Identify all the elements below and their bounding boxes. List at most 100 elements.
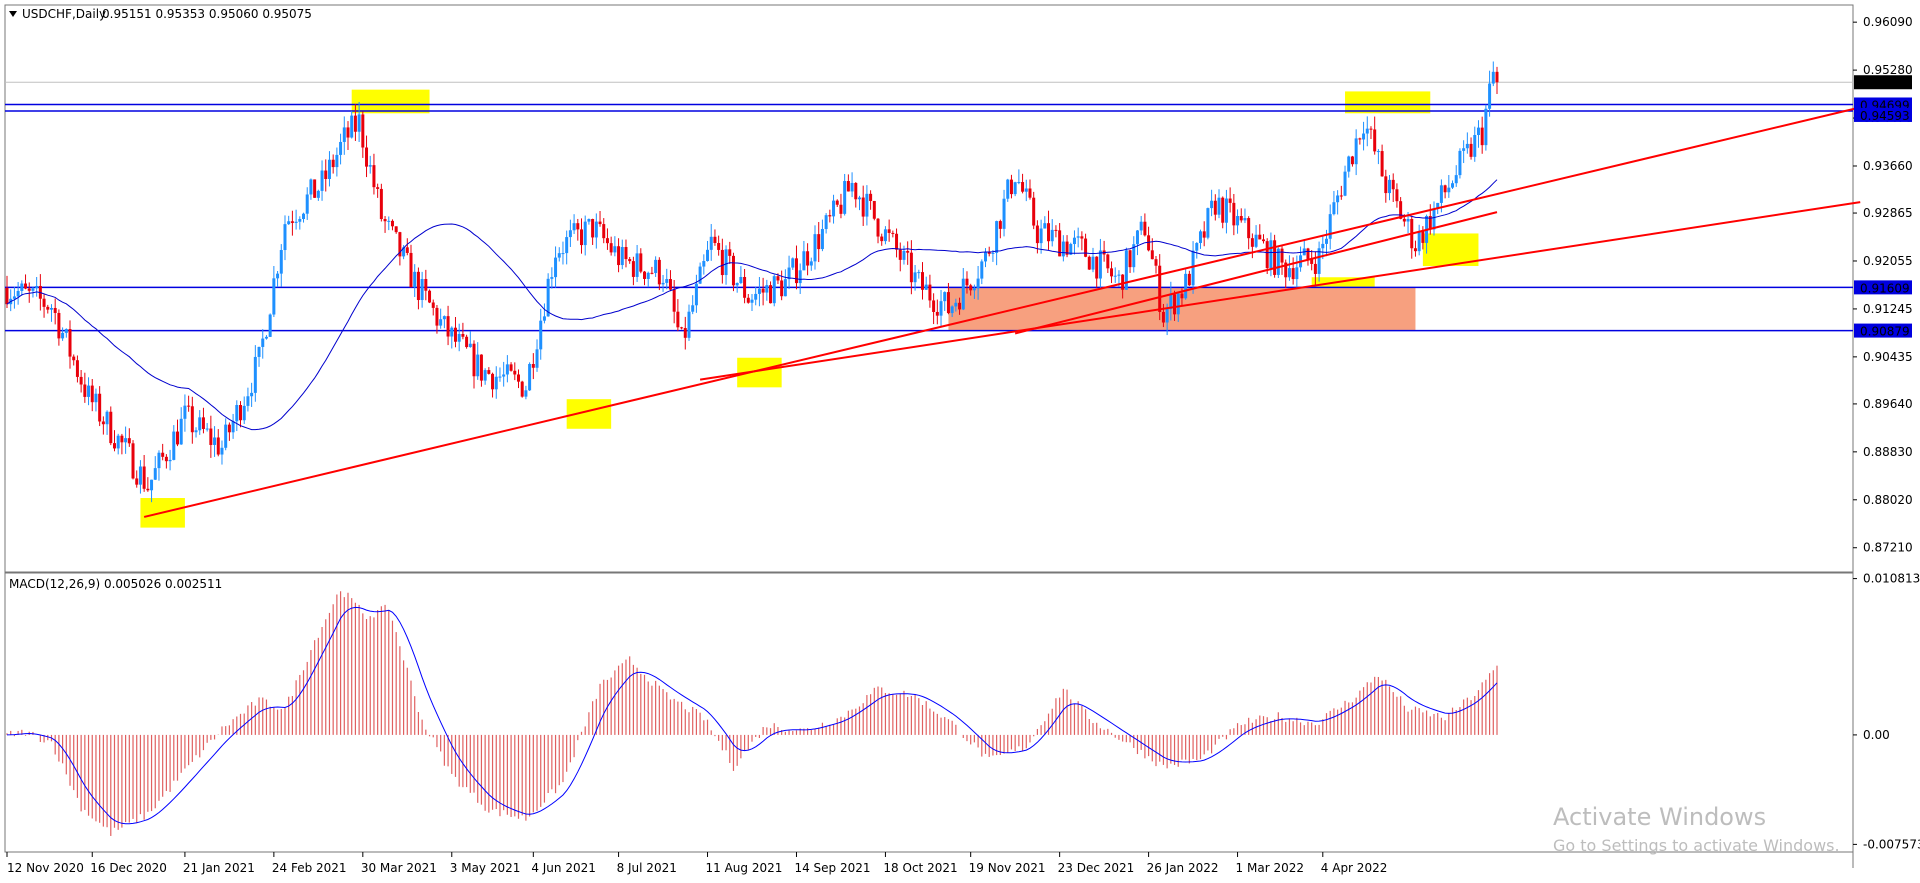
candle-body [591,219,595,238]
candle-body [1406,218,1410,222]
candle-body [272,278,276,315]
candle-body [1032,197,1036,226]
candle-body [550,277,554,279]
candle-body [565,237,569,254]
triangle-down-icon[interactable] [9,11,17,17]
candle-body [613,246,617,253]
candle-body [1417,231,1421,252]
candle-body [1080,236,1084,239]
candle-body [843,181,847,214]
symbol-label: USDCHF,Daily [22,7,106,21]
time-tick-label: 24 Feb 2021 [272,861,347,875]
time-tick-label: 23 Dec 2021 [1058,861,1135,875]
candle-body [64,329,68,333]
candle-body [446,316,450,337]
candle-body [1009,179,1013,195]
candle-body [1380,151,1384,177]
candle-body [672,289,676,312]
candle-body [476,354,480,377]
candle-body [972,288,976,291]
candle-body [1147,235,1151,251]
candle-body [1284,262,1288,278]
candle-body [998,221,1002,229]
candle-body [1021,182,1025,192]
trendline[interactable] [1014,211,1498,335]
candle-body [1113,275,1117,277]
candle-body [49,307,53,310]
candle-body [835,200,839,205]
moving-average-line [6,179,1498,431]
candle-body [928,284,932,301]
candle-body [1402,218,1406,222]
candle-body [1384,176,1388,194]
candle-body [1413,248,1417,252]
candle-body [413,271,417,288]
candle-body [1087,256,1091,270]
candle-body [346,127,350,138]
candle-body [872,200,876,219]
candle-body [1451,183,1455,188]
time-tick-label: 3 May 2021 [450,861,521,875]
candle-body [1150,250,1154,260]
candle-body [175,431,179,445]
candle-body [239,405,243,421]
candle-body [94,393,98,403]
candle-body [924,284,928,290]
candle-body [1376,151,1380,153]
candle-body [542,316,546,321]
candle-body [353,115,357,132]
candle-body [1210,200,1214,209]
price-flag-label: 0.95075 [1860,76,1910,90]
candle-body [880,236,884,242]
candle-body [513,370,517,375]
candle-body [735,283,739,286]
time-tick-label: 18 Oct 2021 [883,861,957,875]
candle-body [24,283,28,289]
candle-body [209,428,213,445]
candle-body [1084,238,1088,257]
candle-body [331,159,335,168]
candle-body [820,229,824,250]
candle-body [435,307,439,326]
candle-body [53,307,57,313]
candle-body [976,278,980,289]
candle-body [276,273,280,279]
candle-body [902,250,906,260]
candle-body [431,302,435,308]
candle-body [142,466,146,489]
candle-body [861,197,865,217]
candle-body [839,204,843,214]
trendline[interactable] [143,106,1861,518]
candle-body [1439,185,1443,203]
candle-body [1050,229,1054,242]
trendline[interactable] [699,201,1861,381]
candle-body [1254,234,1258,247]
candle-body [1421,231,1425,243]
candle-body [1169,294,1173,310]
candle-body [1217,197,1221,215]
candle-body [920,272,924,290]
price-tick-label: 0.89640 [1863,397,1913,411]
candle-body [1139,221,1143,231]
candle-body [1043,223,1047,229]
candle-body [568,230,572,238]
candle-body [909,252,913,283]
candle-body [824,215,828,230]
candle-body [769,285,773,304]
candle-body [554,257,558,278]
candle-body [424,279,428,291]
candle-body [1128,250,1132,268]
candle-body [290,221,294,223]
candle-body [1343,171,1347,196]
candle-body [898,249,902,260]
candle-body [857,197,861,200]
candle-body [1273,240,1277,275]
candle-body [383,219,387,222]
candle-body [483,370,487,381]
candle-body [309,179,313,195]
candle-body [1065,241,1069,255]
candle-body [846,181,850,192]
ohlc-values: 0.95151 0.95353 0.95060 0.95075 [102,7,312,21]
candle-body [661,282,665,285]
